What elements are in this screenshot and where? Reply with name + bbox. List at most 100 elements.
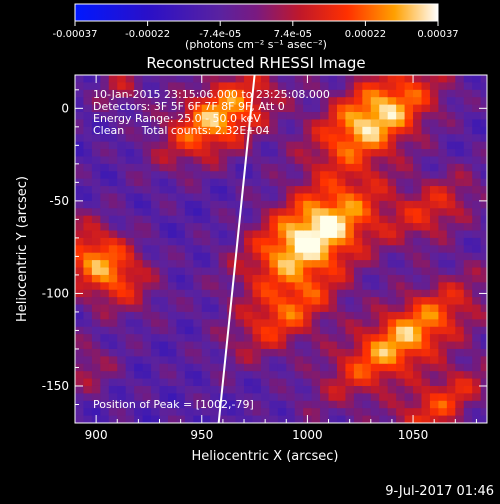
- heatmap-cell: [362, 82, 372, 91]
- heatmap-cell: [235, 385, 245, 394]
- heatmap-cell: [320, 393, 330, 402]
- heatmap-cell: [328, 126, 338, 135]
- heatmap-cell: [193, 126, 203, 135]
- annotation-energy: Energy Range: 25.0 - 50.0 keV: [93, 112, 261, 125]
- heatmap-cell: [472, 97, 482, 106]
- heatmap-cell: [260, 75, 270, 84]
- heatmap-cell: [370, 230, 380, 239]
- heatmap-cell: [413, 393, 423, 402]
- heatmap-cell: [455, 319, 465, 328]
- heatmap-cell: [463, 371, 473, 380]
- heatmap-cell: [387, 163, 397, 172]
- heatmap-cell: [75, 200, 85, 209]
- heatmap-cell: [362, 134, 372, 143]
- heatmap-cell: [151, 297, 161, 306]
- heatmap-cell: [387, 245, 397, 254]
- heatmap-cell: [362, 319, 372, 328]
- heatmap-cell: [438, 311, 448, 320]
- heatmap-cell: [429, 237, 440, 246]
- heatmap-cell: [260, 260, 270, 269]
- heatmap-cell: [429, 126, 440, 135]
- heatmap-cell: [201, 260, 211, 269]
- heatmap-cell: [134, 119, 144, 128]
- heatmap-cell: [269, 363, 279, 372]
- heatmap-cell: [345, 252, 355, 261]
- heatmap-cell: [286, 208, 296, 217]
- heatmap-cell: [387, 274, 397, 283]
- heatmap-cell: [413, 89, 423, 98]
- heatmap-cell: [108, 141, 118, 150]
- heatmap-cell: [134, 134, 144, 143]
- heatmap-cell: [277, 97, 287, 106]
- heatmap-cell: [379, 134, 389, 143]
- heatmap-cell: [167, 245, 178, 254]
- heatmap-cell: [252, 178, 262, 187]
- heatmap-cell: [159, 400, 169, 409]
- heatmap-cell: [244, 408, 254, 417]
- heatmap-cell: [396, 400, 406, 409]
- heatmap-cell: [421, 393, 431, 402]
- heatmap-cell: [421, 289, 431, 298]
- heatmap-cell: [336, 311, 347, 320]
- heatmap-cell: [379, 282, 389, 291]
- heatmap-cell: [201, 415, 211, 423]
- heatmap-cell: [277, 289, 287, 298]
- heatmap-cell: [421, 282, 431, 291]
- heatmap-cell: [134, 311, 144, 320]
- heatmap-cell: [336, 326, 347, 335]
- heatmap-cell: [159, 178, 169, 187]
- heatmap-cell: [75, 400, 85, 409]
- heatmap-cell: [91, 267, 101, 276]
- heatmap-cell: [176, 119, 186, 128]
- heatmap-cell: [446, 341, 456, 350]
- heatmap-cell: [167, 104, 178, 113]
- heatmap-cell: [91, 282, 101, 291]
- heatmap-cell: [269, 215, 279, 224]
- heatmap-cell: [413, 97, 423, 106]
- heatmap-cell: [210, 134, 220, 143]
- heatmap-cell: [480, 75, 487, 84]
- heatmap-cell: [159, 378, 169, 387]
- heatmap-cell: [362, 97, 372, 106]
- heatmap-cell: [218, 215, 228, 224]
- heatmap-cell: [227, 260, 237, 269]
- heatmap-cell: [142, 297, 152, 306]
- heatmap-cell: [370, 348, 380, 357]
- heatmap-cell: [379, 230, 389, 239]
- heatmap-cell: [413, 334, 423, 343]
- heatmap-cell: [218, 230, 228, 239]
- heatmap-cell: [379, 274, 389, 283]
- heatmap-cell: [142, 371, 152, 380]
- heatmap-cell: [100, 245, 110, 254]
- heatmap-cell: [210, 75, 220, 84]
- heatmap-cell: [142, 104, 152, 113]
- heatmap-cell: [269, 400, 279, 409]
- heatmap-cell: [421, 348, 431, 357]
- heatmap-cell: [252, 97, 262, 106]
- heatmap-cell: [421, 156, 431, 165]
- heatmap-cell: [252, 385, 262, 394]
- heatmap-cell: [336, 319, 347, 328]
- heatmap-cell: [269, 75, 279, 84]
- heatmap-cell: [336, 193, 347, 202]
- heatmap-cell: [438, 348, 448, 357]
- heatmap-cell: [396, 89, 406, 98]
- heatmap-cell: [404, 334, 414, 343]
- heatmap-cell: [125, 126, 135, 135]
- heatmap-cell: [260, 385, 270, 394]
- heatmap-cell: [117, 186, 127, 195]
- heatmap-cell: [472, 193, 482, 202]
- heatmap-cell: [151, 112, 161, 121]
- heatmap-cell: [345, 89, 355, 98]
- heatmap-area: [75, 75, 487, 423]
- heatmap-cell: [387, 267, 397, 276]
- heatmap-cell: [463, 415, 473, 423]
- heatmap-cell: [125, 267, 135, 276]
- heatmap-cell: [396, 267, 406, 276]
- heatmap-cell: [413, 141, 423, 150]
- heatmap-cell: [362, 112, 372, 121]
- heatmap-cell: [159, 230, 169, 239]
- heatmap-cell: [134, 400, 144, 409]
- heatmap-cell: [362, 200, 372, 209]
- heatmap-cell: [244, 267, 254, 276]
